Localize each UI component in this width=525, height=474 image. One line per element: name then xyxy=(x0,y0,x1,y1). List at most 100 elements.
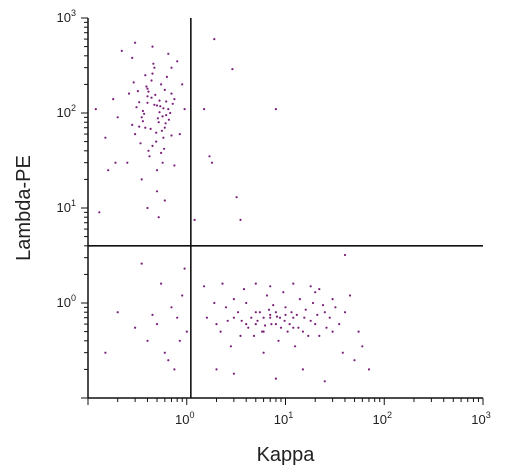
data-point xyxy=(203,108,206,111)
data-point xyxy=(205,316,208,319)
data-point xyxy=(139,142,142,145)
data-point xyxy=(153,103,156,106)
data-point xyxy=(301,368,304,371)
tick-labels: 100 101 102 103 100 101 102 103 xyxy=(57,8,491,427)
data-point xyxy=(158,99,161,102)
x-tick-label: 101 xyxy=(274,410,293,427)
data-point xyxy=(141,120,144,123)
data-point xyxy=(181,83,184,86)
data-point xyxy=(141,109,144,113)
data-point xyxy=(286,330,289,333)
data-point xyxy=(331,298,334,301)
data-point xyxy=(151,72,154,75)
data-point xyxy=(152,62,155,65)
data-point xyxy=(176,60,179,63)
data-point xyxy=(235,196,238,199)
data-point xyxy=(247,326,250,329)
data-point xyxy=(318,288,321,291)
data-point xyxy=(156,117,159,120)
data-point xyxy=(138,125,141,128)
data-point xyxy=(304,308,307,311)
data-point xyxy=(256,319,259,322)
data-point xyxy=(263,324,267,327)
data-point xyxy=(146,87,149,90)
data-point xyxy=(116,116,119,119)
data-point xyxy=(328,316,331,319)
data-point xyxy=(146,95,149,98)
data-point xyxy=(98,211,101,214)
data-point xyxy=(323,311,326,314)
data-point xyxy=(155,323,159,326)
data-point xyxy=(159,105,162,108)
data-point xyxy=(208,155,211,158)
data-point xyxy=(150,96,153,99)
data-point xyxy=(155,169,159,172)
data-point xyxy=(226,319,229,322)
quadrant-gate xyxy=(88,18,483,398)
data-point xyxy=(331,330,334,333)
axis-ticks xyxy=(81,17,484,405)
data-point xyxy=(144,74,147,77)
data-point xyxy=(107,169,110,172)
data-point xyxy=(274,377,277,380)
data-point xyxy=(140,116,143,119)
data-point xyxy=(254,323,257,326)
data-point xyxy=(132,81,135,84)
data-point xyxy=(215,323,218,326)
data-point xyxy=(239,218,242,221)
data-point xyxy=(283,319,286,322)
data-point xyxy=(173,98,176,101)
data-point xyxy=(114,161,117,164)
data-point xyxy=(301,330,304,333)
data-point xyxy=(272,304,275,307)
data-point xyxy=(160,282,163,285)
data-point xyxy=(284,313,287,316)
data-point xyxy=(353,359,356,362)
data-point xyxy=(164,122,167,125)
data-point xyxy=(104,351,107,354)
data-point xyxy=(136,90,139,93)
data-point xyxy=(210,161,214,164)
data-point xyxy=(183,108,186,111)
data-point xyxy=(134,41,137,44)
data-point xyxy=(290,311,293,314)
data-point xyxy=(215,368,218,371)
data-point xyxy=(232,372,235,375)
data-point xyxy=(274,323,277,326)
data-point xyxy=(138,101,141,104)
data-point xyxy=(116,311,119,314)
data-point xyxy=(176,316,179,319)
data-point xyxy=(275,315,279,318)
data-point xyxy=(163,88,166,91)
data-point xyxy=(245,323,248,326)
data-point xyxy=(163,199,166,202)
x-tick-label: 100 xyxy=(175,410,194,427)
data-point xyxy=(279,326,283,329)
y-tick-label: 103 xyxy=(57,8,76,25)
data-point xyxy=(282,291,285,294)
data-point xyxy=(183,267,186,270)
data-point xyxy=(170,92,173,95)
data-point xyxy=(309,319,312,322)
data-point xyxy=(343,253,347,257)
data-point xyxy=(149,127,152,130)
data-point xyxy=(155,140,158,143)
data-point xyxy=(147,149,150,152)
data-point xyxy=(298,298,301,301)
data-point xyxy=(334,306,337,309)
data-point xyxy=(269,316,272,319)
data-point xyxy=(134,133,137,136)
data-point xyxy=(165,100,168,103)
data-point xyxy=(178,339,181,342)
data-point xyxy=(314,323,317,326)
data-point xyxy=(161,115,164,118)
data-point xyxy=(292,282,295,285)
data-point xyxy=(157,121,160,124)
data-point xyxy=(323,380,326,383)
data-point xyxy=(173,164,176,167)
data-point xyxy=(245,301,248,305)
data-point xyxy=(213,301,216,305)
y-axis-title: Lambda-PE xyxy=(13,155,35,261)
data-point xyxy=(157,216,160,219)
